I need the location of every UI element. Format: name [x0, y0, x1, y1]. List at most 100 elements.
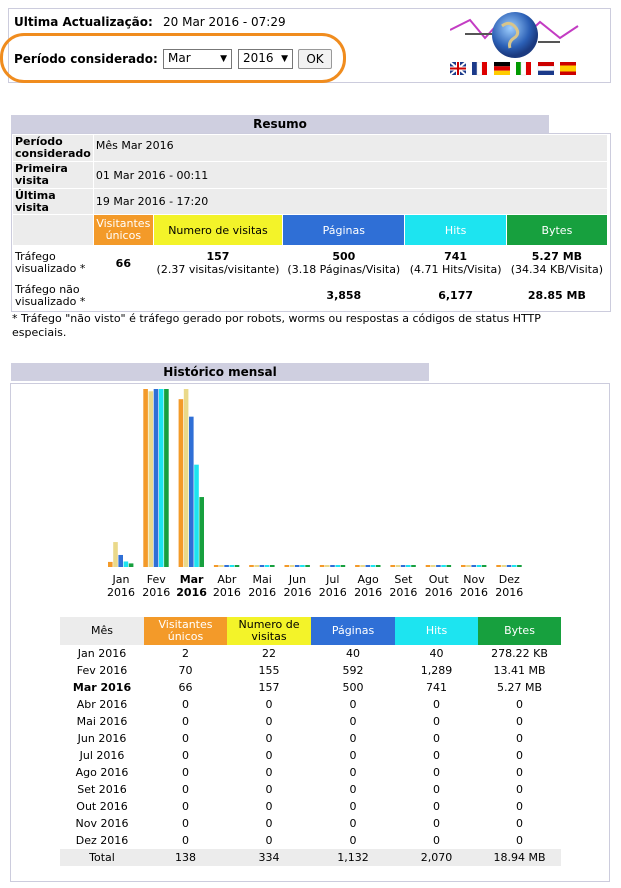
bar-abr-series-1 [219, 565, 224, 567]
table-cell-pages: 0 [349, 817, 357, 830]
table-cell-month: Mar 2016 [72, 681, 132, 694]
table-cell-hits: 0 [433, 800, 440, 813]
table-cell-month: Jul 2016 [79, 749, 125, 762]
period-row-label: Período considerado [12, 134, 94, 162]
table-cell-hits: 0 [433, 817, 440, 830]
table-cell-pages: 0 [349, 800, 357, 813]
bar-dez-series-1 [501, 565, 507, 567]
chart-month-year: 2016 [142, 586, 171, 599]
bar-mar-series-1 [183, 389, 189, 567]
table-cell-month: Jun 2016 [77, 732, 127, 745]
last-visit-value: 19 Mar 2016 - 17:20 [92, 188, 609, 215]
month-select-value: Mar [168, 51, 191, 65]
bar-ago-series-4 [375, 565, 381, 567]
notviewed-hits: 6,177 [404, 280, 507, 311]
table-cell-visitors: 0 [182, 698, 189, 711]
last-update-label: Ultima Actualização: [14, 15, 153, 29]
bar-jan-series-2 [118, 554, 123, 567]
table-cell-pages: 0 [349, 783, 357, 796]
bar-jan-series-1 [113, 542, 118, 567]
bar-out-series-3 [441, 565, 446, 567]
chart-month-name: Mai [252, 573, 272, 586]
total-hits: 2,070 [420, 851, 453, 864]
summary-corner [12, 214, 94, 246]
table-cell-visits: 0 [265, 715, 273, 728]
chart-month-name: Dez [498, 573, 520, 586]
table-row: Jan 2016 2 22 40 40 278.22 KB [60, 645, 561, 662]
chart-month-name: Jul [326, 573, 340, 586]
viewed-hits: 741 [444, 250, 468, 263]
bar-jan-series-3 [123, 561, 129, 567]
bar-jul-series-3 [335, 565, 340, 567]
chart-month-name: Fev [146, 573, 166, 586]
year-select[interactable]: 2016 ▼ [238, 49, 293, 69]
bar-mai-series-2 [259, 565, 265, 567]
first-visit-label: Primeira visita [12, 161, 94, 189]
netherlands-flag-icon [537, 62, 555, 75]
bar-abr-series-0 [213, 565, 219, 567]
bar-nov-series-3 [476, 565, 482, 567]
table-cell-month: Fev 2016 [76, 664, 128, 677]
table-cell-hits: 0 [433, 715, 440, 728]
summary-title: Resumo [11, 115, 549, 133]
table-cell-visitors: 0 [182, 783, 189, 796]
bar-nov-series-1 [466, 565, 471, 567]
chart-month-year: 2016 [495, 586, 524, 599]
table-cell-visitors: 0 [182, 800, 189, 813]
table-row: Out 2016 0 0 0 0 0 [60, 798, 561, 815]
ok-button[interactable]: OK [298, 49, 332, 69]
table-row: Jun 2016 0 0 0 0 0 [60, 730, 561, 747]
col-visits-header: Numero de visitas [227, 617, 311, 645]
table-cell-month: Set 2016 [77, 783, 127, 796]
col-month-header: Mês [60, 617, 144, 645]
table-cell-visits: 0 [265, 834, 273, 847]
chart-month-name: Mar [179, 573, 204, 586]
table-cell-hits: 0 [433, 783, 440, 796]
total-pages: 1,132 [337, 851, 369, 864]
table-row: Dez 2016 0 0 0 0 0 [60, 832, 561, 849]
table-cell-pages: 500 [342, 681, 364, 694]
bar-ago-series-3 [370, 565, 376, 567]
table-cell-hits: 1,289 [420, 664, 453, 677]
bar-mai-series-1 [254, 565, 259, 567]
month-select[interactable]: Mar ▼ [163, 49, 232, 69]
table-cell-bytes: 13.41 MB [493, 664, 546, 677]
table-cell-pages: 0 [349, 698, 357, 711]
language-flags [450, 62, 576, 76]
bar-fev-series-1 [148, 391, 154, 567]
table-cell-visits: 0 [265, 698, 273, 711]
bar-jan-series-4 [128, 563, 134, 567]
viewed-pages: 500 [332, 250, 356, 263]
table-cell-visits: 0 [265, 817, 273, 830]
col-bytes-header: Bytes [505, 214, 609, 246]
table-cell-pages: 0 [349, 766, 357, 779]
table-cell-bytes: 0 [516, 783, 523, 796]
bar-mar-series-0 [178, 399, 184, 567]
bar-dez-series-0 [496, 565, 501, 567]
monthly-table: Mês Visitantes únicos Numero de visitas … [60, 617, 561, 866]
bar-nov-series-0 [461, 565, 466, 567]
table-cell-visits: 0 [265, 749, 273, 762]
period-row-value: Mês Mar 2016 [92, 134, 609, 162]
bar-mar-series-4 [199, 497, 204, 567]
chart-month-name: Jan [112, 573, 130, 586]
table-cell-visitors: 0 [182, 715, 189, 728]
notviewed-bytes: 28.85 MB [505, 280, 609, 311]
table-cell-month: Jan 2016 [77, 647, 127, 660]
chart-month-year: 2016 [212, 586, 241, 599]
total-bytes: 18.94 MB [493, 851, 546, 864]
chart-month-year: 2016 [107, 586, 135, 599]
table-cell-month: Dez 2016 [75, 834, 129, 847]
chart-month-year: 2016 [460, 586, 488, 599]
col-pages-header: Páginas [311, 617, 395, 645]
table-cell-hits: 40 [429, 647, 444, 660]
total-visitors: 138 [175, 851, 196, 864]
table-cell-visits: 0 [265, 766, 273, 779]
bar-set-series-3 [406, 565, 411, 567]
bar-nov-series-2 [471, 565, 476, 567]
period-label: Período considerado: [14, 52, 158, 66]
bar-jun-series-1 [289, 565, 295, 567]
bar-set-series-0 [390, 565, 395, 567]
chart-month-label: Jun 2016 [280, 573, 316, 599]
table-cell-hits: 0 [433, 732, 440, 745]
